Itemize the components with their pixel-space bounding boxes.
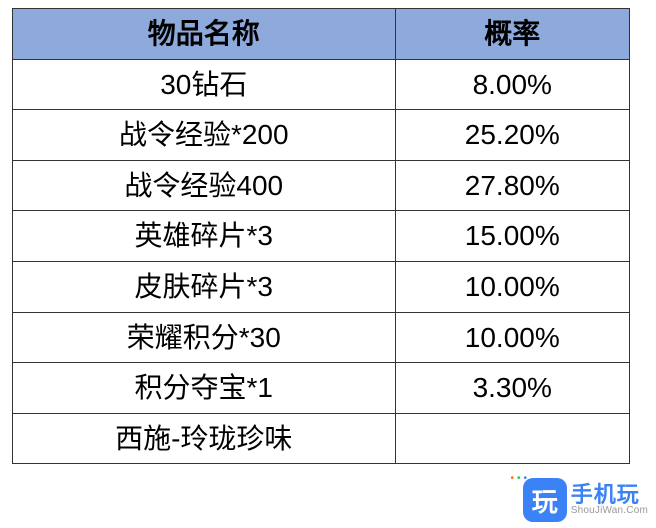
cell-name: 西施-玲珑珍味	[13, 413, 396, 464]
cell-name: 皮肤碎片*3	[13, 261, 396, 312]
table-header-row: 物品名称 概率	[13, 9, 630, 60]
cell-rate: 25.20%	[395, 110, 629, 161]
cell-name: 英雄碎片*3	[13, 211, 396, 262]
cell-name: 30钻石	[13, 59, 396, 110]
cell-name: 积分夺宝*1	[13, 363, 396, 414]
probability-table: 物品名称 概率 30钻石 8.00% 战令经验*200 25.20% 战令经验4…	[12, 8, 630, 464]
watermark-badge: 玩	[523, 478, 567, 522]
table-row: 战令经验*200 25.20%	[13, 110, 630, 161]
cell-name: 战令经验*200	[13, 110, 396, 161]
table-row: 皮肤碎片*3 10.00%	[13, 261, 630, 312]
watermark-main: 手机玩	[571, 484, 648, 506]
table-row: 战令经验400 27.80%	[13, 160, 630, 211]
cell-name: 战令经验400	[13, 160, 396, 211]
cell-rate: 27.80%	[395, 160, 629, 211]
table-row: 30钻石 8.00%	[13, 59, 630, 110]
cell-rate: 8.00%	[395, 59, 629, 110]
table-row: 西施-玲珑珍味	[13, 413, 630, 464]
watermark-sub: ShouJiWan.Com	[571, 506, 648, 516]
cell-rate: 10.00%	[395, 261, 629, 312]
table-row: 英雄碎片*3 15.00%	[13, 211, 630, 262]
cell-rate: 10.00%	[395, 312, 629, 363]
table-row: 荣耀积分*30 10.00%	[13, 312, 630, 363]
table-body: 30钻石 8.00% 战令经验*200 25.20% 战令经验400 27.80…	[13, 59, 630, 464]
col-header-name: 物品名称	[13, 9, 396, 60]
col-header-rate: 概率	[395, 9, 629, 60]
table-row: 积分夺宝*1 3.30%	[13, 363, 630, 414]
table-container: 物品名称 概率 30钻石 8.00% 战令经验*200 25.20% 战令经验4…	[0, 0, 656, 464]
cell-rate: 3.30%	[395, 363, 629, 414]
watermark-text: 手机玩 ShouJiWan.Com	[571, 484, 648, 516]
watermark: 玩 手机玩 ShouJiWan.Com	[523, 478, 648, 522]
cell-rate: 15.00%	[395, 211, 629, 262]
cell-rate	[395, 413, 629, 464]
cell-name: 荣耀积分*30	[13, 312, 396, 363]
